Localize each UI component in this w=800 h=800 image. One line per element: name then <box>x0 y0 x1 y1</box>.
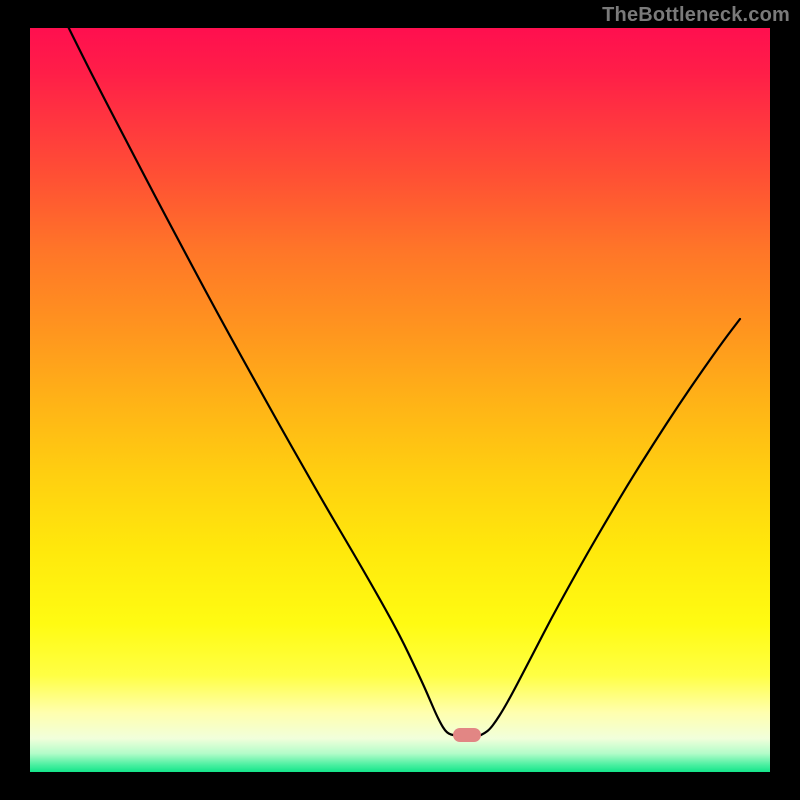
chart-plot-area <box>30 28 770 772</box>
curve-right-branch <box>481 319 740 735</box>
bottleneck-curve <box>30 28 770 772</box>
optimum-marker <box>453 728 481 742</box>
curve-left-branch <box>55 28 453 735</box>
watermark-text: TheBottleneck.com <box>602 4 790 27</box>
